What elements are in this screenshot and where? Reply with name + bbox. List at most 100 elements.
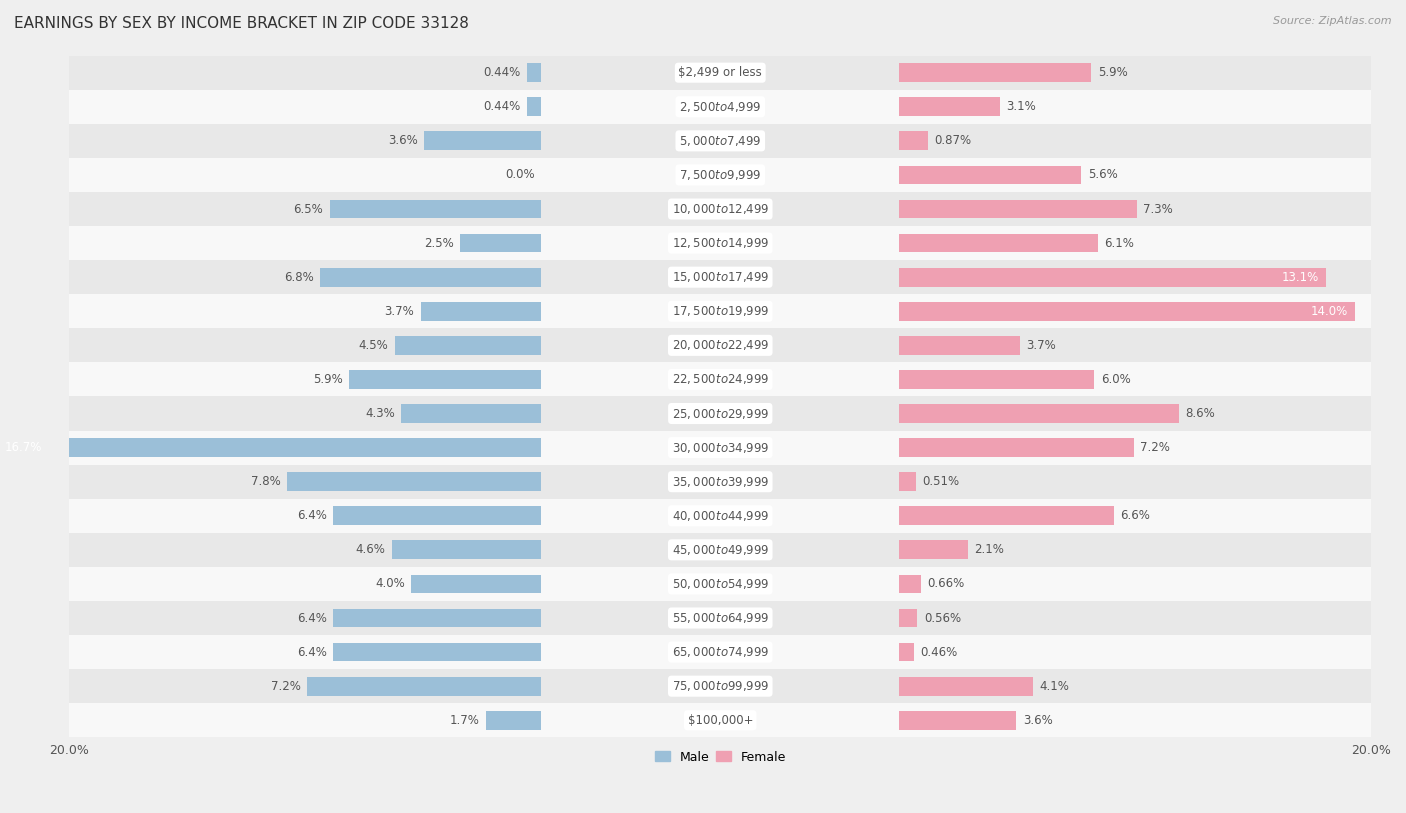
Text: 0.46%: 0.46%: [921, 646, 957, 659]
Text: 6.1%: 6.1%: [1104, 237, 1135, 250]
Text: 3.1%: 3.1%: [1007, 100, 1036, 113]
Bar: [460, 233, 541, 253]
Text: 0.87%: 0.87%: [934, 134, 972, 147]
Text: 0.44%: 0.44%: [484, 100, 520, 113]
Bar: [307, 676, 541, 696]
Bar: [333, 643, 541, 662]
Bar: [900, 711, 1017, 729]
Text: 16.7%: 16.7%: [4, 441, 42, 454]
Text: $100,000+: $100,000+: [688, 714, 754, 727]
Bar: [321, 267, 541, 286]
Bar: [900, 166, 1081, 185]
Bar: [69, 328, 1371, 363]
Text: 2.1%: 2.1%: [974, 543, 1004, 556]
Bar: [527, 98, 541, 116]
Text: $50,000 to $54,999: $50,000 to $54,999: [672, 577, 769, 591]
Text: 3.7%: 3.7%: [1026, 339, 1056, 352]
Text: 7.2%: 7.2%: [270, 680, 301, 693]
Text: 6.5%: 6.5%: [294, 202, 323, 215]
Text: 0.51%: 0.51%: [922, 475, 959, 488]
Text: 4.1%: 4.1%: [1039, 680, 1069, 693]
Bar: [69, 635, 1371, 669]
Text: 0.56%: 0.56%: [924, 611, 962, 624]
Bar: [900, 404, 1180, 423]
Bar: [425, 132, 541, 150]
Bar: [69, 533, 1371, 567]
Bar: [527, 63, 541, 82]
Text: $45,000 to $49,999: $45,000 to $49,999: [672, 543, 769, 557]
Text: 5.9%: 5.9%: [314, 373, 343, 386]
Bar: [69, 124, 1371, 158]
Text: $30,000 to $34,999: $30,000 to $34,999: [672, 441, 769, 454]
Bar: [69, 192, 1371, 226]
Text: $15,000 to $17,499: $15,000 to $17,499: [672, 270, 769, 285]
Bar: [333, 609, 541, 628]
Text: $55,000 to $64,999: $55,000 to $64,999: [672, 611, 769, 625]
Text: 4.6%: 4.6%: [356, 543, 385, 556]
Bar: [69, 363, 1371, 397]
Text: $22,500 to $24,999: $22,500 to $24,999: [672, 372, 769, 386]
Bar: [411, 575, 541, 593]
Text: $20,000 to $22,499: $20,000 to $22,499: [672, 338, 769, 352]
Bar: [900, 336, 1019, 354]
Text: $17,500 to $19,999: $17,500 to $19,999: [672, 304, 769, 318]
Bar: [401, 404, 541, 423]
Text: EARNINGS BY SEX BY INCOME BRACKET IN ZIP CODE 33128: EARNINGS BY SEX BY INCOME BRACKET IN ZIP…: [14, 16, 470, 31]
Bar: [900, 267, 1326, 286]
Bar: [69, 669, 1371, 703]
Bar: [69, 89, 1371, 124]
Text: $35,000 to $39,999: $35,000 to $39,999: [672, 475, 769, 489]
Text: 8.6%: 8.6%: [1185, 407, 1215, 420]
Text: $65,000 to $74,999: $65,000 to $74,999: [672, 645, 769, 659]
Bar: [900, 643, 914, 662]
Bar: [395, 336, 541, 354]
Bar: [392, 541, 541, 559]
Bar: [69, 294, 1371, 328]
Text: 14.0%: 14.0%: [1310, 305, 1348, 318]
Bar: [287, 472, 541, 491]
Text: 6.4%: 6.4%: [297, 611, 326, 624]
Text: 7.8%: 7.8%: [252, 475, 281, 488]
Text: $40,000 to $44,999: $40,000 to $44,999: [672, 509, 769, 523]
Text: 7.3%: 7.3%: [1143, 202, 1173, 215]
Text: 5.6%: 5.6%: [1088, 168, 1118, 181]
Text: 6.8%: 6.8%: [284, 271, 314, 284]
Bar: [349, 370, 541, 389]
Bar: [900, 63, 1091, 82]
Bar: [69, 703, 1371, 737]
Bar: [330, 200, 541, 219]
Text: 3.6%: 3.6%: [1024, 714, 1053, 727]
Text: 13.1%: 13.1%: [1282, 271, 1319, 284]
Bar: [69, 431, 1371, 465]
Text: 6.0%: 6.0%: [1101, 373, 1130, 386]
Text: $75,000 to $99,999: $75,000 to $99,999: [672, 679, 769, 693]
Bar: [900, 506, 1114, 525]
Text: $5,000 to $7,499: $5,000 to $7,499: [679, 134, 762, 148]
Bar: [333, 506, 541, 525]
Text: $25,000 to $29,999: $25,000 to $29,999: [672, 406, 769, 420]
Legend: Male, Female: Male, Female: [650, 746, 792, 768]
Bar: [69, 601, 1371, 635]
Bar: [900, 609, 918, 628]
Text: $10,000 to $12,499: $10,000 to $12,499: [672, 202, 769, 216]
Bar: [900, 302, 1355, 320]
Bar: [900, 98, 1000, 116]
Bar: [69, 158, 1371, 192]
Text: 1.7%: 1.7%: [450, 714, 479, 727]
Bar: [900, 575, 921, 593]
Bar: [420, 302, 541, 320]
Text: 4.5%: 4.5%: [359, 339, 388, 352]
Bar: [900, 233, 1098, 253]
Text: Source: ZipAtlas.com: Source: ZipAtlas.com: [1274, 16, 1392, 26]
Text: 7.2%: 7.2%: [1140, 441, 1170, 454]
Text: $12,500 to $14,999: $12,500 to $14,999: [672, 236, 769, 250]
Text: 6.6%: 6.6%: [1121, 509, 1150, 522]
Text: $2,499 or less: $2,499 or less: [679, 66, 762, 79]
Bar: [900, 472, 915, 491]
Text: 6.4%: 6.4%: [297, 509, 326, 522]
Bar: [69, 55, 1371, 89]
Bar: [69, 567, 1371, 601]
Text: 6.4%: 6.4%: [297, 646, 326, 659]
Bar: [69, 226, 1371, 260]
Bar: [486, 711, 541, 729]
